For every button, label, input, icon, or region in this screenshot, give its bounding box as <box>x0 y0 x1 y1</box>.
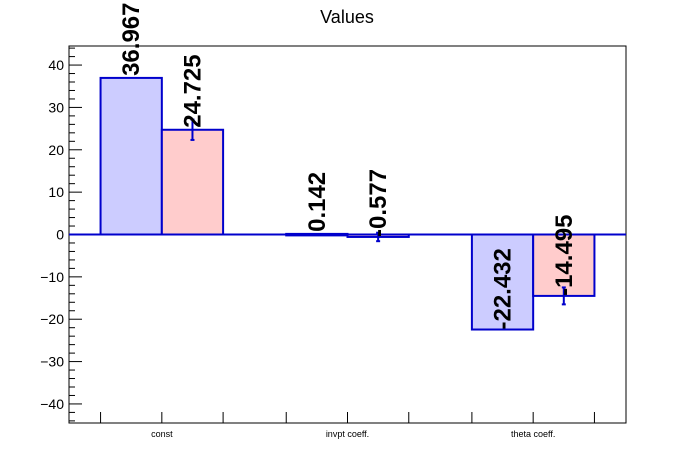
x-category-label: invpt coeff. <box>326 429 369 439</box>
y-tick-label: 10 <box>48 184 64 200</box>
y-tick-label: −20 <box>40 311 64 327</box>
value-label: -14.495 <box>551 214 578 295</box>
y-tick-label: −40 <box>40 396 64 412</box>
value-label: -22.432 <box>490 248 517 329</box>
y-tick-label: 20 <box>48 142 64 158</box>
value-label: 0.142 <box>304 172 331 232</box>
chart-title: Values <box>320 7 374 27</box>
value-label: 24.725 <box>179 54 206 127</box>
y-tick-label: 0 <box>56 227 64 243</box>
value-label: 36.967 <box>118 3 145 76</box>
y-tick-label: 40 <box>48 57 64 73</box>
bars <box>69 76 626 331</box>
y-tick-label: 30 <box>48 99 64 115</box>
bar <box>99 76 163 236</box>
value-label: -0.577 <box>365 169 392 237</box>
y-tick-label: −10 <box>40 269 64 285</box>
x-axis: const invpt coeff. theta coeff. <box>100 412 595 439</box>
x-category-label: const <box>151 429 173 439</box>
bar <box>160 128 225 236</box>
bar <box>532 233 596 297</box>
y-tick-label: −30 <box>40 354 64 370</box>
value-labels: 36.967 0.142 -22.432 24.725 -0.577 -14.495 <box>118 3 578 330</box>
x-category-label: theta coeff. <box>511 429 555 439</box>
